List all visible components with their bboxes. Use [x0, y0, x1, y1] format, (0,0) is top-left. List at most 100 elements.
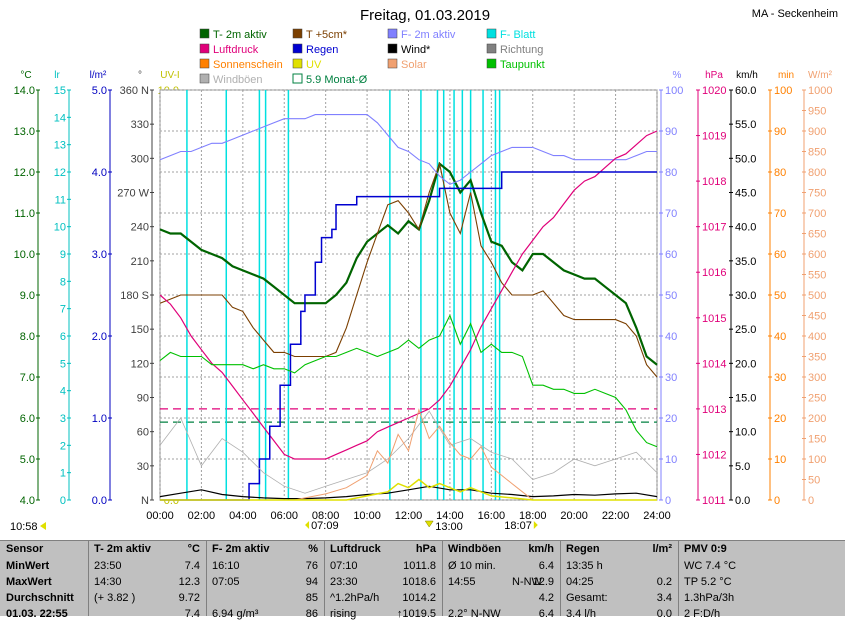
series-layer: [159, 90, 658, 501]
right-axis-tick-label: 600: [808, 249, 826, 261]
right-axis-tick-label: 50: [774, 290, 786, 302]
extra-note: 6.94 g/m³: [212, 608, 259, 620]
left-axis-tick-label: 8: [60, 276, 66, 288]
extra-note: rising: [330, 608, 357, 620]
table-row: 2.2° N-NW 6.4: [442, 606, 560, 622]
right-axis-tick-label: 80: [774, 167, 786, 179]
right-axis-tick-label: 0: [774, 495, 780, 507]
legend-label: Windböen: [213, 74, 263, 86]
left-axis-tick-label: 3.0: [92, 249, 107, 261]
right-axis-tick-label: 90: [774, 126, 786, 138]
right-axis-tick-label: 700: [808, 208, 826, 220]
table-row: 85: [206, 590, 324, 606]
table-row: ^1.2hPa/h 1014.2: [324, 590, 442, 606]
table-row: 4.2: [442, 590, 560, 606]
legend-swatch: [292, 73, 303, 84]
right-axis-tick-label: 50.0: [735, 153, 756, 165]
legend-label: Regen: [306, 44, 338, 56]
right-axis-tick-label: 20.0: [735, 358, 756, 370]
table-column-pmv-0-9: PMV 0:9 WC 7.4 °C TP 5.2 °C 1.3hPa/3h 2 F:D/…: [678, 541, 798, 620]
right-axis-tick-label: 10: [774, 454, 786, 466]
left-axis-tick-label: 7: [60, 304, 66, 316]
right-axis-tick-label: 1014: [702, 358, 726, 370]
max-label: MaxWert: [6, 576, 52, 588]
column-unit: °C: [187, 543, 200, 555]
legend-swatch: [292, 43, 303, 54]
right-axis-tick-label: 20: [774, 413, 786, 425]
table-header-row: T- 2m aktiv °C: [88, 541, 206, 558]
right-axis-tick-label: 550: [808, 270, 826, 282]
left-axis-tick-label: 4.0: [20, 495, 35, 507]
left-axis-tick-label: 1.0: [92, 413, 107, 425]
max-time: 14:55: [448, 576, 476, 588]
row-labels-column: Sensor MinWert MaxWert Durchschnitt 01.0…: [0, 541, 88, 620]
right-axis-tick-label: 40: [665, 331, 677, 343]
legend-label: 5.9 Monat-Ø: [306, 74, 368, 86]
left-axis-tick-label: 3: [60, 413, 66, 425]
sunset-icon: [533, 521, 538, 529]
left-axis-tick-label: 2.0: [92, 331, 107, 343]
noon-icon: [424, 520, 434, 528]
table-column-luftdruck: Luftdruck hPa 07:10 1011.8 23:30 1018.6 ^1.2hP…: [324, 541, 442, 620]
right-axis-tick-label: 1016: [702, 267, 726, 279]
right-axis-tick-label: 900: [808, 126, 826, 138]
table-header-row: F- 2m aktiv%: [206, 541, 324, 558]
right-axis-tick-label: 45.0: [735, 188, 756, 200]
left-axis-tick-label: 2: [60, 440, 66, 452]
table-row: 16:10 76: [206, 558, 324, 574]
table-header-row: Windböen km/h: [442, 541, 560, 558]
left-axis-unit: UV-I: [160, 70, 179, 81]
right-axis-tick-label: 60.0: [735, 85, 756, 97]
legend-label: F- Blatt: [500, 29, 535, 41]
extra-note: 2.2° N-NW: [448, 608, 501, 620]
left-axis-tick-label: 6: [60, 331, 66, 343]
series-line-windb-en: [159, 410, 658, 494]
left-axis-tick-label: 210: [131, 256, 149, 268]
left-axis-tick-label: 11: [55, 194, 66, 206]
sunset-label: 18:07: [504, 520, 532, 532]
legend-swatch: [486, 58, 497, 69]
table-column-t-2m-aktiv: T- 2m aktiv °C 23:50 7.4 14:30 12.3 (+ 3.82 ) 9…: [88, 541, 206, 620]
right-axis-tick-label: 10.0: [735, 427, 756, 439]
extra-value: 0.0: [656, 608, 672, 620]
right-axis-tick-label: 150: [808, 434, 826, 446]
x-tick-label: 12:00: [395, 510, 423, 522]
right-axis-tick-label: 800: [808, 167, 826, 179]
left-axes: °C4.05.06.07.08.09.010.011.012.013.014.0…: [14, 70, 184, 507]
table-column-f-2m-aktiv: F- 2m aktiv% 16:10 76 07:05 94 85 6.94 g/m³ 86: [206, 541, 324, 620]
max-value: 94: [305, 576, 318, 588]
left-axis-tick-label: 10: [54, 222, 66, 234]
right-axis-tick-label: 30: [665, 372, 677, 384]
right-axis-tick-label: 50: [665, 290, 677, 302]
min-time: 16:10: [212, 560, 240, 572]
right-axis-unit: min: [778, 70, 794, 81]
min-time: 07:10: [330, 560, 358, 572]
right-axis-tick-label: 400: [808, 331, 826, 343]
table-header-row: Luftdruck hPa: [324, 541, 442, 558]
max-time: 23:30: [330, 576, 358, 588]
legend-swatch: [387, 43, 398, 54]
table-column-regen: Regen l/m² 13:35 h 04:25 0.2 Gesamt: 3.4 3.4 l/…: [560, 541, 678, 620]
right-axis-tick-label: 650: [808, 229, 826, 241]
extra-value: ↑1019.5: [396, 608, 436, 620]
max-value: 0.2: [656, 576, 672, 588]
avg-value: 9.72: [178, 592, 200, 604]
max-direction: N-NW: [512, 576, 542, 588]
table-row: 3.4 l/h 0.0: [560, 606, 678, 622]
table-row: 23:30 1018.6: [324, 574, 442, 590]
series-line-luftdruck: [159, 130, 658, 460]
table-row: TP 5.2 °C: [678, 574, 798, 590]
column-separator: [560, 541, 561, 616]
legend-swatch: [199, 43, 210, 54]
avg-note: ^1.2hPa/h: [330, 592, 380, 604]
column-unit: hPa: [415, 543, 436, 555]
extra-label: 01.03. 22:55: [6, 608, 68, 620]
sun-left-label: 10:58: [10, 521, 38, 533]
series-line-t-2m-aktiv: [159, 161, 658, 366]
left-axis-unit: l/m²: [90, 70, 107, 81]
x-tick-label: 10:00: [353, 510, 381, 522]
legend-label: UV: [306, 59, 322, 71]
x-tick-label: 22:00: [602, 510, 630, 522]
left-axis-tick-label: 1: [60, 468, 66, 480]
x-tick-label: 14:00: [436, 510, 464, 522]
